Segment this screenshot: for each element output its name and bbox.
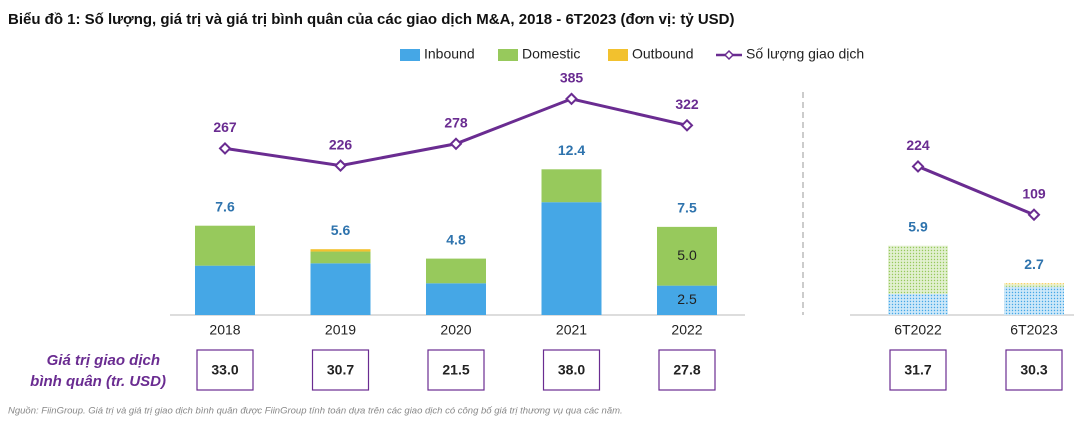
count-label: 267 xyxy=(213,119,237,135)
legend-swatch xyxy=(608,49,628,61)
count-label: 224 xyxy=(906,137,930,153)
total-label: 5.9 xyxy=(908,218,928,234)
legend-label: Outbound xyxy=(632,46,694,62)
total-label: 7.6 xyxy=(215,198,235,214)
average-box xyxy=(658,349,716,391)
x-tick-label: 2021 xyxy=(556,322,587,338)
total-label: 7.5 xyxy=(677,200,697,216)
count-marker xyxy=(565,92,578,106)
count-marker xyxy=(911,160,925,173)
bar-segment xyxy=(1004,283,1064,285)
count-marker xyxy=(334,159,347,173)
legend-swatch xyxy=(498,49,518,61)
count-label: 109 xyxy=(1022,185,1046,201)
count-label: 226 xyxy=(329,136,353,152)
bar-segment xyxy=(1004,286,1064,315)
average-value: 31.7 xyxy=(904,362,931,378)
bar-segment xyxy=(195,225,255,266)
legend-label: Domestic xyxy=(522,46,580,62)
average-value: 30.7 xyxy=(327,362,354,378)
x-tick-label: 2022 xyxy=(671,322,702,338)
average-box xyxy=(311,349,370,391)
bar-segment xyxy=(195,265,255,315)
count-marker xyxy=(680,118,694,132)
average-value: 21.5 xyxy=(442,362,469,378)
count-label: 278 xyxy=(444,114,468,130)
bar-segment xyxy=(657,226,717,286)
count-line xyxy=(224,97,688,168)
average-box xyxy=(1005,349,1063,391)
bar-segment xyxy=(888,293,948,315)
average-box xyxy=(196,349,254,391)
x-tick-label: 2019 xyxy=(325,322,356,338)
average-box xyxy=(542,349,601,391)
segment-label: 2.5 xyxy=(677,291,697,307)
x-tick-label: 2018 xyxy=(209,322,240,338)
bar-segment xyxy=(541,202,602,315)
segment-label: 5.0 xyxy=(677,247,697,263)
average-value: 33.0 xyxy=(211,362,238,378)
bar-segment xyxy=(426,258,486,284)
x-tick-label: 6T2022 xyxy=(894,322,942,338)
average-box xyxy=(427,349,485,391)
count-line xyxy=(917,165,1035,217)
source: Nguồn: FiinGroup. Giá trị và giá trị gia… xyxy=(8,406,623,417)
bar-segment xyxy=(657,285,717,315)
chart-title: Biểu đồ 1: Số lượng, giá trị và giá trị … xyxy=(8,11,735,28)
legend-label: Inbound xyxy=(424,46,475,62)
bar-segment xyxy=(1004,284,1064,287)
count-label: 322 xyxy=(675,96,699,112)
count-marker xyxy=(449,137,463,151)
bar-segment xyxy=(426,283,486,315)
total-label: 12.4 xyxy=(558,142,585,158)
legend-label: Số lượng giao dịch xyxy=(746,46,864,62)
legend-swatch xyxy=(723,49,735,61)
average-value: 27.8 xyxy=(673,362,700,378)
bar-segment xyxy=(310,249,371,252)
count-marker xyxy=(1027,208,1041,222)
bar-segment xyxy=(888,245,948,294)
bar-segment xyxy=(541,169,602,203)
total-label: 4.8 xyxy=(446,231,466,247)
bar-segment xyxy=(310,263,371,315)
x-tick-label: 6T2023 xyxy=(1010,322,1058,338)
total-label: 2.7 xyxy=(1024,256,1044,272)
total-label: 5.6 xyxy=(331,222,351,238)
average-label: Giá trị giao dịch xyxy=(47,352,160,369)
average-label: bình quân (tr. USD) xyxy=(30,373,166,390)
average-box xyxy=(889,349,947,391)
average-value: 38.0 xyxy=(558,362,585,378)
legend-swatch xyxy=(400,49,420,61)
average-value: 30.3 xyxy=(1020,362,1047,378)
x-tick-label: 2020 xyxy=(440,322,471,338)
count-label: 385 xyxy=(560,70,584,86)
bar-segment xyxy=(310,251,371,264)
count-marker xyxy=(218,141,232,155)
